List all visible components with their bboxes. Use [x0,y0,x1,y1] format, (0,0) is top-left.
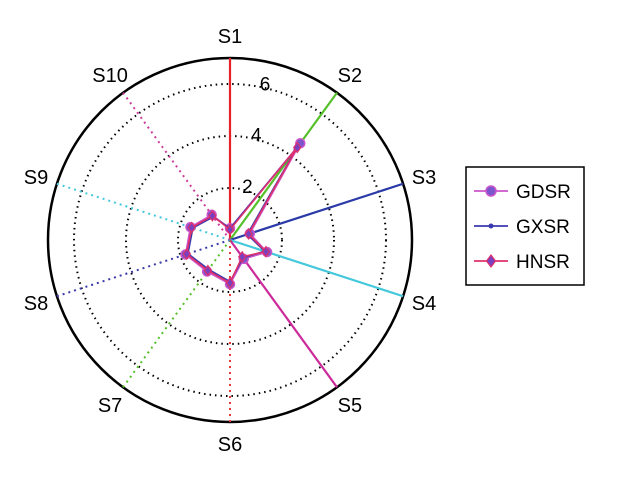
spoke-label-s9: S9 [24,167,48,189]
legend: GDSR GXSR HNSR [465,166,585,286]
spoke-label-s5: S5 [338,395,362,417]
point-hnsr-s2 [293,141,302,154]
ring-label-6: 6 [260,74,271,95]
series-layer [180,137,306,290]
point-hnsr-s3 [244,227,253,241]
spoke-labels: S1 S2 S3 S4 S5 S6 S7 S8 S9 S10 [24,26,436,456]
polar-spokes [56,58,404,422]
legend-marker [485,185,497,197]
point-hnsr-s8 [182,248,191,261]
point-hnsr-s5 [237,250,247,263]
spoke-s4 [229,238,404,298]
legend-label: GXSR [516,217,570,238]
legend-item-gxsr: GXSR [474,217,570,238]
legend-label: HNSR [516,252,570,273]
spoke-label-s3: S3 [412,167,436,189]
legend-item-hnsr: HNSR [474,252,570,273]
spoke-label-s7: S7 [98,395,122,417]
point-hnsr-s10 [208,209,217,222]
series-hnsr [182,141,302,289]
spoke-label-s2: S2 [338,65,362,87]
point-hnsr-s1 [225,223,235,236]
ring-6 [73,83,387,397]
spoke-s8 [56,239,231,298]
legend-marker [488,223,494,229]
point-hnsr-s4 [261,245,271,258]
spoke-label-s1: S1 [218,26,242,48]
ring-label-2: 2 [242,177,253,198]
spoke-label-s10: S10 [92,65,128,87]
spoke-s7 [122,239,231,388]
legend-marker [485,254,497,268]
point-hnsr-s6 [225,276,235,289]
spoke-label-s6: S6 [218,434,242,456]
ring-labels: 2 4 6 [242,74,270,198]
legend-label: GDSR [516,182,571,203]
spoke-s2 [229,92,338,241]
ring-label-4: 4 [251,126,262,147]
ring-2 [177,187,283,293]
spoke-s9 [56,182,231,241]
spoke-label-s8: S8 [24,293,48,315]
point-hnsr-s7 [203,264,213,277]
point-hnsr-s9 [187,221,196,234]
spoke-label-s4: S4 [412,293,436,315]
spoke-s3 [229,182,404,242]
legend-item-gdsr: GDSR [474,182,571,203]
spoke-s5 [229,239,338,388]
